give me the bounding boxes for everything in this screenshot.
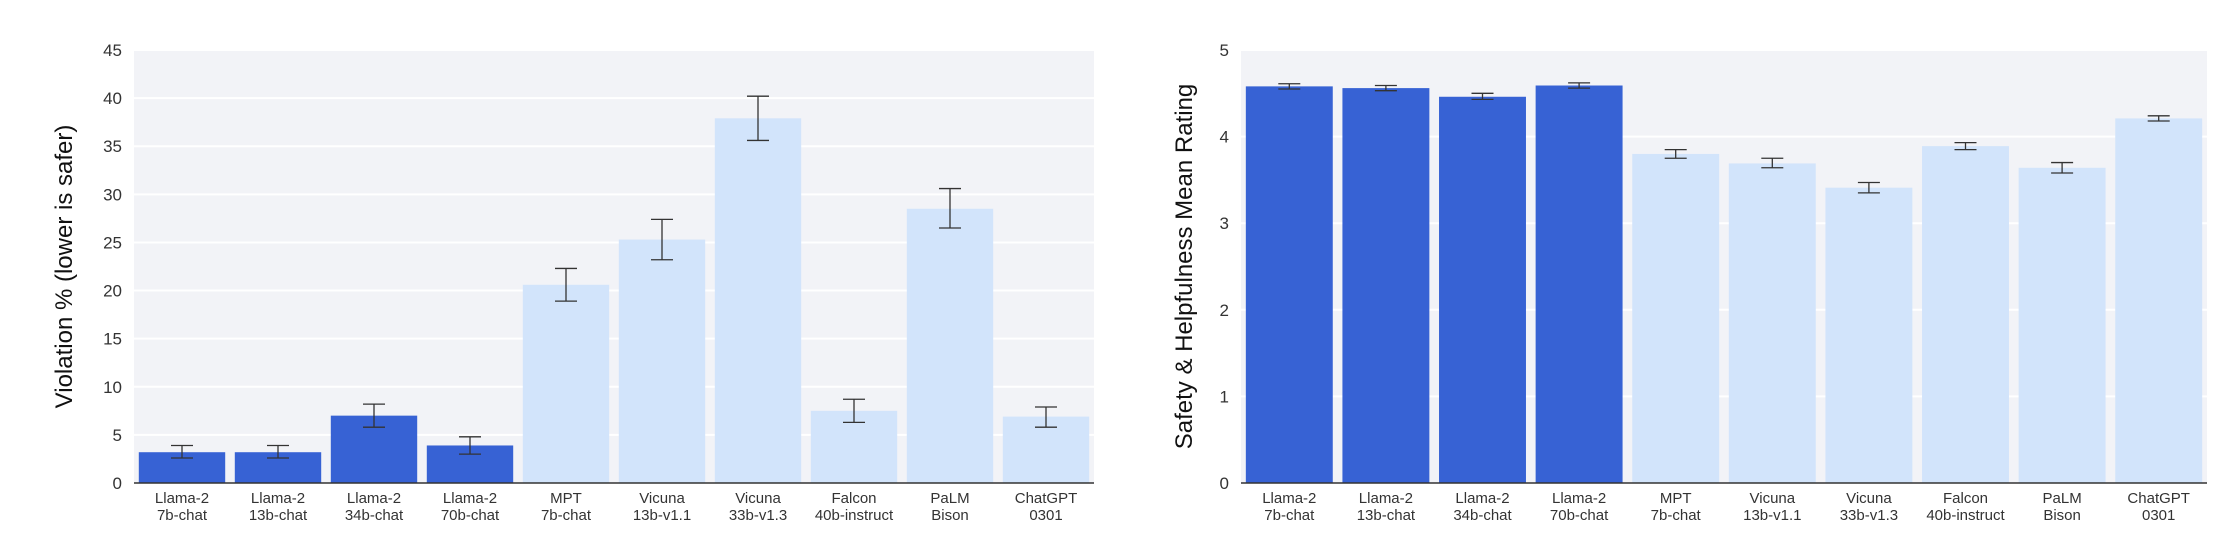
error-bar: [747, 95, 769, 142]
error-bar: [2147, 115, 2170, 122]
x-tick-label: 13b-chat: [249, 507, 308, 524]
x-tick-label: 0301: [2142, 507, 2175, 524]
y-tick-label: 45: [103, 41, 122, 60]
y-tick-label: 10: [103, 378, 122, 397]
bar: [1535, 85, 1623, 484]
bar: [2115, 118, 2203, 483]
y-tick-label: 1: [1220, 387, 1229, 406]
y-tick-label: 0: [113, 474, 122, 493]
y-tick-label: 5: [1220, 41, 1229, 60]
error-bar: [267, 444, 289, 459]
x-tick-label: Llama-2: [155, 490, 209, 507]
error-bar: [1374, 84, 1397, 92]
x-tick-label: 70b-chat: [1550, 507, 1609, 524]
bar: [618, 239, 706, 483]
bar: [522, 284, 610, 483]
x-tick-label: 34b-chat: [345, 507, 404, 524]
bar: [1245, 86, 1333, 483]
x-tick-label: PaLM: [2043, 490, 2082, 507]
x-tick-label: 13b-chat: [1357, 507, 1416, 524]
error-bar: [2051, 161, 2074, 174]
error-bar: [1954, 142, 1977, 151]
bar: [1342, 88, 1430, 483]
x-tick-label: ChatGPT: [1015, 490, 1078, 507]
x-tick-label: Llama-2: [1455, 490, 1509, 507]
y-tick-label: 40: [103, 89, 122, 108]
error-bar: [363, 403, 385, 428]
bar: [1632, 153, 1720, 484]
x-tick-label: Vicuna: [639, 490, 685, 507]
x-tick-label: 40b-instruct: [1926, 507, 2005, 524]
x-tick-label: PaLM: [930, 490, 969, 507]
x-tick-label: 40b-instruct: [815, 507, 894, 524]
bar: [1825, 187, 1913, 483]
error-bar: [171, 444, 193, 459]
x-tick-label: Llama-2: [1552, 490, 1606, 507]
y-tick-label: 2: [1220, 301, 1229, 320]
x-tick-label: Vicuna: [1846, 490, 1892, 507]
y-axis-label: Safety & Helpfulness Mean Rating: [1171, 84, 1198, 450]
x-tick-label: Bison: [931, 507, 969, 524]
x-tick-label: Llama-2: [251, 490, 305, 507]
bar: [714, 118, 802, 483]
error-bar: [1035, 406, 1057, 428]
x-tick-label: Bison: [2043, 507, 2081, 524]
error-bar: [1568, 82, 1591, 89]
error-bar: [555, 267, 577, 302]
error-bar: [939, 187, 961, 229]
y-tick-label: 5: [113, 426, 122, 445]
x-tick-label: Vicuna: [1750, 490, 1796, 507]
y-axis-label: Violation % (lower is safer): [51, 125, 78, 409]
bar: [2018, 167, 2106, 483]
bar: [1439, 96, 1526, 483]
x-tick-label: Llama-2: [1359, 490, 1413, 507]
y-tick-label: 20: [103, 282, 122, 301]
y-tick-label: 30: [103, 185, 122, 204]
x-tick-label: 7b-chat: [541, 507, 592, 524]
error-bar: [1761, 157, 1784, 169]
x-tick-label: Falcon: [831, 490, 876, 507]
error-bar: [1471, 92, 1494, 101]
error-bar: [843, 398, 865, 424]
error-bar: [1857, 181, 1880, 194]
y-tick-label: 15: [103, 330, 122, 349]
x-tick-label: 7b-chat: [1264, 507, 1315, 524]
x-tick-label: MPT: [550, 490, 582, 507]
bar: [1922, 146, 2009, 483]
x-tick-label: 13b-v1.1: [1743, 507, 1801, 524]
x-tick-label: 7b-chat: [157, 507, 208, 524]
x-tick-label: Llama-2: [347, 490, 401, 507]
x-tick-label: Falcon: [1943, 490, 1988, 507]
x-tick-label: 33b-v1.3: [1840, 507, 1898, 524]
x-tick-label: 33b-v1.3: [729, 507, 787, 524]
x-tick-label: MPT: [1660, 490, 1692, 507]
y-tick-label: 4: [1220, 128, 1229, 147]
x-tick-label: Llama-2: [1262, 490, 1316, 507]
error-bar: [459, 436, 481, 455]
violation-chart: 051015202530354045Llama-27b-chatLlama-21…: [51, 41, 1094, 524]
bar: [1728, 163, 1816, 484]
y-tick-label: 0: [1220, 474, 1229, 493]
x-tick-label: 70b-chat: [441, 507, 500, 524]
error-bar: [651, 218, 673, 261]
bar: [906, 208, 994, 483]
x-tick-label: ChatGPT: [2127, 490, 2190, 507]
x-tick-label: Vicuna: [735, 490, 781, 507]
y-tick-label: 25: [103, 233, 122, 252]
error-bar: [1664, 148, 1687, 159]
error-bar: [1278, 83, 1301, 90]
x-tick-label: 13b-v1.1: [633, 507, 691, 524]
y-tick-label: 3: [1220, 214, 1229, 233]
y-tick-label: 35: [103, 137, 122, 156]
rating-chart: 012345Llama-27b-chatLlama-213b-chatLlama…: [1171, 41, 2207, 524]
x-tick-label: Llama-2: [443, 490, 497, 507]
x-tick-label: 34b-chat: [1453, 507, 1512, 524]
x-tick-label: 7b-chat: [1651, 507, 1702, 524]
x-tick-label: 0301: [1029, 507, 1062, 524]
